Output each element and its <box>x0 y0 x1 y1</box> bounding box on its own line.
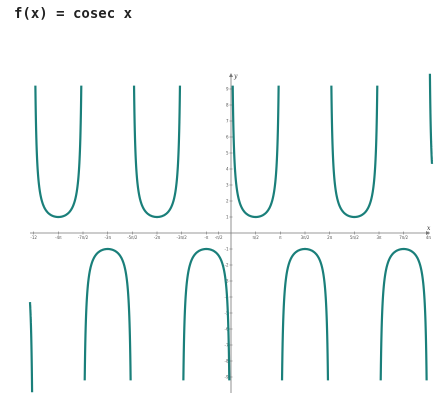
y-tick-label: 3 <box>226 183 229 188</box>
cosec-branch <box>34 85 83 219</box>
y-tick-label: -9 <box>225 375 229 380</box>
y-axis-arrow-icon <box>229 73 233 77</box>
cosec-branch <box>330 85 379 219</box>
x-tick-label: 3π <box>377 235 383 240</box>
y-tick-label: -8 <box>225 359 229 364</box>
y-tick-label: 5 <box>226 151 229 156</box>
x-tick-label: -4π <box>55 235 62 240</box>
x-tick-label: -2π <box>154 235 161 240</box>
x-tick-label: -π <box>204 235 208 240</box>
cosec-branch <box>83 247 132 381</box>
y-tick-label: 6 <box>226 135 229 140</box>
y-axis-label: y <box>233 73 238 80</box>
cosec-branch <box>428 73 434 165</box>
cosec-branch <box>132 85 182 219</box>
x-tick-label: 7π/2 <box>399 235 408 240</box>
cosec-branch <box>182 247 231 381</box>
cosec-branch <box>280 247 330 381</box>
x-tick-label: π <box>279 235 282 240</box>
y-tick-label: 7 <box>226 119 229 124</box>
x-tick-label: 4π <box>426 235 432 240</box>
y-tick-label: -5 <box>225 311 229 316</box>
y-tick-label: -7 <box>225 343 229 348</box>
chart-title: f(x) = cosec x <box>14 6 133 22</box>
cosec-branch <box>231 85 280 219</box>
y-tick-label: -1 <box>225 247 229 252</box>
x-axis-label: x <box>427 225 431 232</box>
x-tick-label: -π/2 <box>215 235 223 240</box>
x-tick-label: 5π/2 <box>350 235 359 240</box>
y-tick-label: 2 <box>226 199 229 204</box>
cosec-branch <box>379 247 428 381</box>
x-tick-label: 3π/2 <box>301 235 310 240</box>
x-tick-label: 2π <box>327 235 333 240</box>
y-tick-label: -6 <box>225 327 229 332</box>
x-tick-label: -7π/2 <box>78 235 89 240</box>
x-tick-label: -3π/2 <box>177 235 188 240</box>
y-tick-label: 9 <box>226 87 229 92</box>
x-tick-label: -3π <box>104 235 111 240</box>
cosec-branch <box>28 301 34 393</box>
y-tick-label: 8 <box>226 103 229 108</box>
y-tick-label: 1 <box>226 215 229 220</box>
curves <box>28 73 434 393</box>
x-tick-label: -12 <box>30 235 37 240</box>
y-tick-label: 4 <box>226 167 229 172</box>
axes: xy <box>30 73 431 393</box>
x-tick-label: π/2 <box>253 235 260 240</box>
x-axis-arrow-icon <box>426 231 430 235</box>
x-tick-label: -5π/2 <box>127 235 138 240</box>
y-tick-label: -2 <box>225 263 229 268</box>
ticks: -12 -4π -7π/2 -3π -5π/2 -2π -3π/2 -π -π/2 π/2 π 3π/… <box>30 87 431 380</box>
